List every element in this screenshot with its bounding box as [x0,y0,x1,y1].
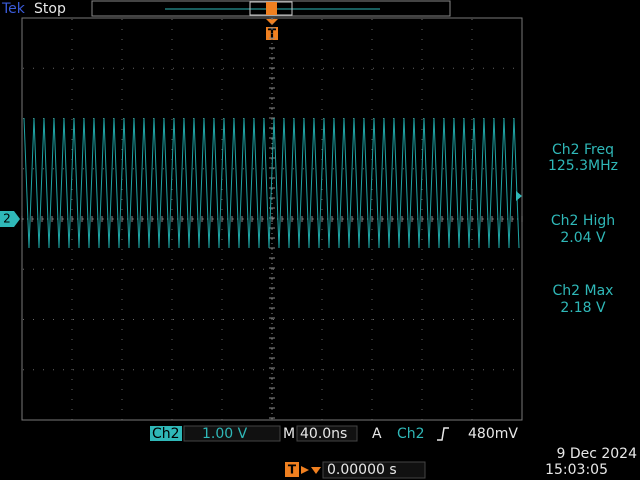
acq-state: Stop [34,1,66,17]
meas-value: 125.3MHz [548,158,618,174]
trigger-level: 480mV [468,426,518,442]
date: 9 Dec 2024 [556,446,637,462]
delay-marker: T [288,463,297,477]
time-prefix: M [283,426,295,442]
waveform [23,117,520,249]
delay-icon [285,462,299,477]
channel-badge [150,426,182,441]
delay: 0.00000 s [327,462,397,478]
time: 15:03:05 [545,462,608,478]
trigger-prefix: A [372,426,382,442]
delay-arrow [301,466,309,474]
channel-marker: 2 [3,212,11,226]
timebase-box [296,425,358,442]
delay-box [322,461,426,479]
delay-arrow [311,467,321,474]
channel: Ch2 [152,426,180,442]
trigger-level-marker [516,191,522,201]
timebase: 40.0ns [300,426,347,442]
meas-label: Ch2 Freq [552,142,614,158]
scale-box [183,425,281,442]
meas-value: 2.04 V [560,230,606,246]
trigger-source: Ch2 [397,426,425,442]
volts-per-div: 1.00 V [202,426,248,442]
trigger-pos-top [266,2,277,15]
meas-label: Ch2 High [551,213,615,229]
trigger-arrow [266,19,278,25]
record-view [91,0,451,17]
slope-icon [437,427,449,441]
meas-value: 2.18 V [560,300,606,316]
channel-marker-box [0,211,20,227]
graticule [21,17,523,420]
brand: Tek [1,1,26,17]
meas-label: Ch2 Max [553,283,614,299]
